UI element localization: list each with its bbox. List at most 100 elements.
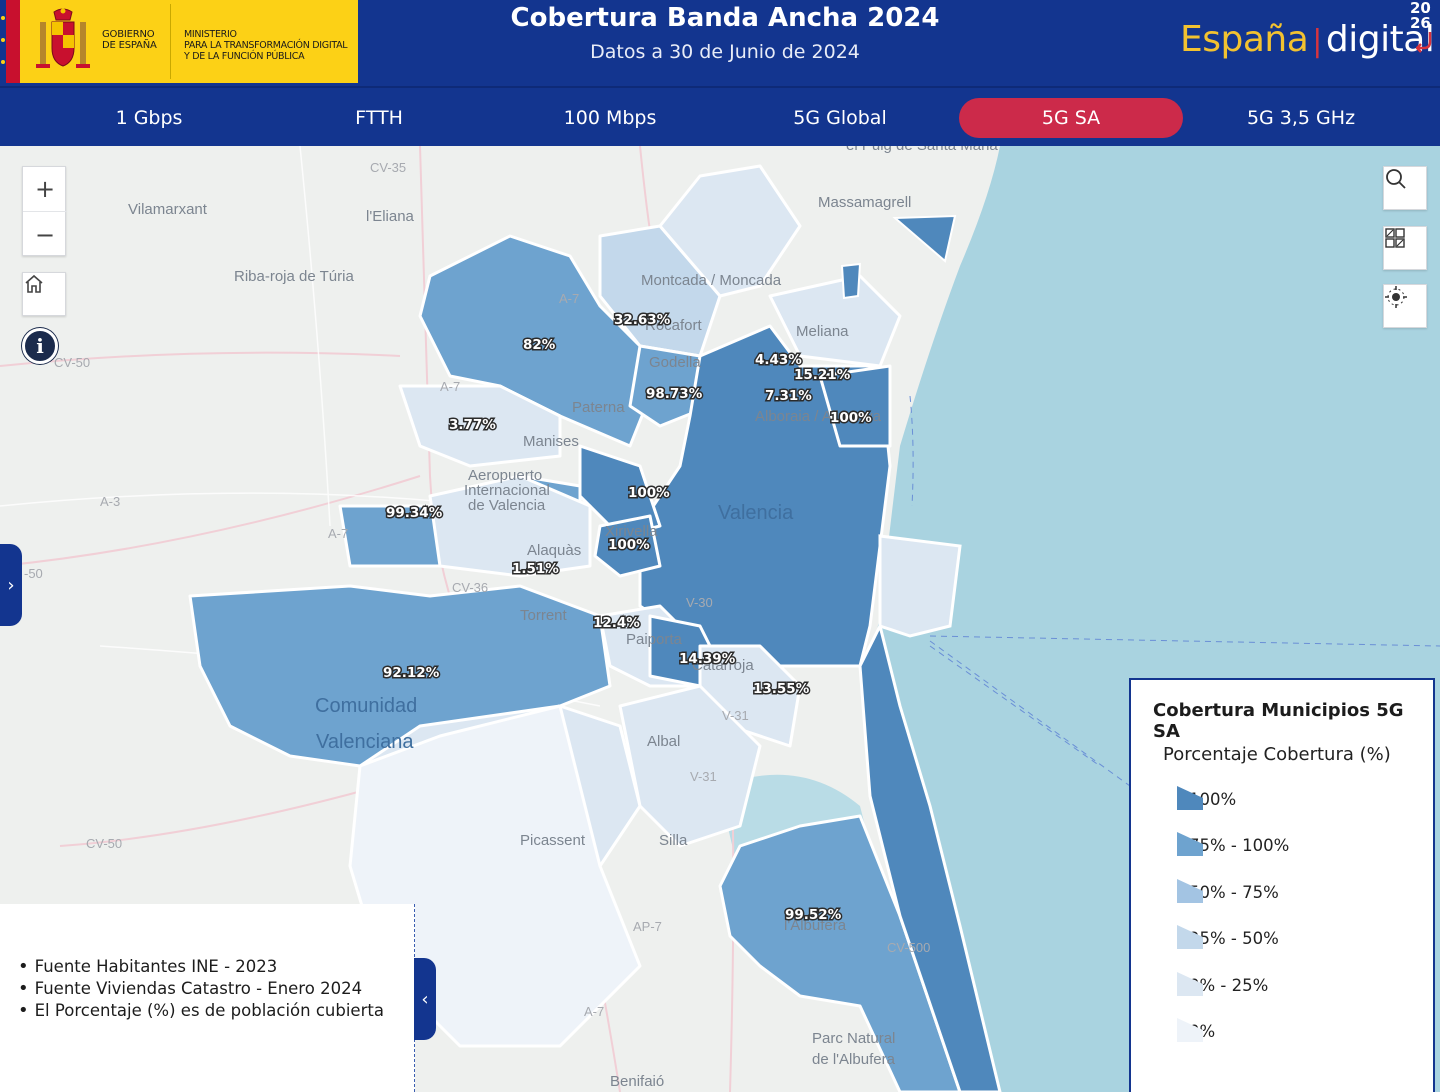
- basemap-gallery-button[interactable]: [1383, 226, 1427, 270]
- road-v30: V-30: [686, 595, 713, 610]
- legend-swatch: [1177, 925, 1203, 949]
- legend-swatch: [1177, 786, 1203, 810]
- muni-paterna: [418, 234, 652, 448]
- tab-ftth[interactable]: FTTH: [355, 107, 403, 129]
- home-button[interactable]: [22, 272, 66, 316]
- legend-item: 0%: [1175, 1016, 1215, 1046]
- coverage-label-quart: 100%: [628, 485, 670, 501]
- coverage-label-alboraia: 7.31%: [765, 388, 812, 404]
- place-comunidad-2: Valenciana: [316, 731, 414, 753]
- note-item: El Porcentaje (%) es de población cubier…: [18, 1000, 384, 1022]
- road-ap7: AP-7: [633, 919, 662, 934]
- legend-label: 25% - 50%: [1189, 928, 1279, 948]
- place-paterna: Paterna: [572, 399, 625, 416]
- legend-panel: Cobertura Municipios 5G SA Porcentaje Co…: [1129, 678, 1435, 1092]
- zoom-out-button[interactable]: −: [34, 220, 56, 249]
- search-icon: [1386, 169, 1406, 189]
- coverage-label-xirivella: 100%: [608, 537, 650, 553]
- brand-arrow-icon: [1416, 32, 1432, 53]
- tab-5g-sa[interactable]: 5G SA: [959, 98, 1183, 138]
- legend-title: Cobertura Municipios 5G SA: [1153, 700, 1404, 742]
- collapse-sources-button[interactable]: ‹: [414, 958, 436, 1040]
- legend-item: 50% - 75%: [1175, 877, 1279, 907]
- road-v31a: V-31: [722, 708, 749, 723]
- info-button[interactable]: i: [22, 328, 58, 364]
- road-cv35: CV-35: [370, 160, 406, 175]
- road-cv50c: CV-50: [86, 836, 122, 851]
- legend-item: 100%: [1175, 784, 1236, 814]
- page-title: Cobertura Banda Ancha 2024: [510, 3, 940, 33]
- locate-button[interactable]: [1383, 284, 1427, 328]
- tab-5g-global[interactable]: 5G Global: [793, 107, 887, 129]
- road-v31b: V-31: [690, 769, 717, 784]
- muni-alaquas: [428, 474, 592, 578]
- place-picassent: Picassent: [520, 832, 586, 849]
- legend-swatch: [1177, 1018, 1203, 1042]
- road-a7a: A-7: [559, 291, 579, 306]
- legend-label: 75% - 100%: [1189, 835, 1290, 855]
- place-benifaio: Benifaió: [610, 1073, 664, 1090]
- place-alboraia: Alboraia / Alboraya: [755, 408, 882, 425]
- note-item: Fuente Viviendas Catastro - Enero 2024: [18, 978, 384, 1000]
- sources-panel: Fuente Habitantes INE - 2023 Fuente Vivi…: [0, 904, 415, 1092]
- coverage-map[interactable]: Vilamarxant l'Eliana Riba-roja de Túria …: [0, 146, 1440, 1092]
- muni-massamagrell: [658, 164, 802, 298]
- page-subtitle: Datos a 30 de Junio de 2024: [590, 41, 860, 63]
- place-paiporta: Paiporta: [626, 631, 683, 648]
- coverage-label-foios: 15.21%: [794, 367, 851, 383]
- road-cv500: CV-500: [887, 940, 930, 955]
- note-item: Fuente Habitantes INE - 2023: [18, 956, 384, 978]
- road-a7d: A-7: [584, 1004, 604, 1019]
- coverage-label-torrent: 92.12%: [383, 665, 440, 681]
- legend-subtitle: Porcentaje Cobertura (%): [1163, 744, 1391, 765]
- place-torrent: Torrent: [520, 607, 568, 624]
- tab-5g-3-5ghz[interactable]: 5G 3,5 GHz: [1246, 107, 1356, 129]
- legend-label: 50% - 75%: [1189, 882, 1279, 902]
- place-parc-2: de l'Albufera: [812, 1051, 896, 1068]
- app-header: GOBIERNO DE ESPAÑA MINISTERIO PARA LA TR…: [0, 0, 1440, 88]
- legend-item: 25% - 50%: [1175, 923, 1279, 953]
- coverage-label-aldaia: 99.34%: [386, 505, 443, 521]
- place-puig: el Puig de Santa Maria: [846, 146, 998, 154]
- search-button[interactable]: [1383, 166, 1427, 210]
- muni-albufera: [718, 814, 962, 1092]
- coverage-label-manises: 3.77%: [449, 417, 496, 433]
- coverage-label-catarroja: 14.39%: [679, 651, 736, 667]
- muni-alboraia: [818, 364, 892, 448]
- coat-of-arms-icon: [36, 8, 90, 68]
- info-icon: i: [36, 334, 44, 358]
- legend-swatch: [1177, 879, 1203, 903]
- spain-flag-stripe: [6, 0, 20, 83]
- legend-item: 0% - 25%: [1175, 970, 1268, 1000]
- government-logo: GOBIERNO DE ESPAÑA MINISTERIO PARA LA TR…: [0, 0, 358, 83]
- place-godella: Godella: [649, 354, 701, 371]
- place-vilamarxant: Vilamarxant: [128, 201, 208, 218]
- expand-panel-button[interactable]: ›: [0, 544, 22, 626]
- place-alaquas: Alaquàs: [527, 542, 581, 559]
- place-meliana: Meliana: [796, 323, 849, 340]
- place-massamagrell: Massamagrell: [818, 194, 911, 211]
- coverage-label-moncada: 32.63%: [614, 312, 671, 328]
- locate-icon: [1385, 286, 1407, 308]
- place-ribaroja: Riba-roja de Túria: [234, 268, 354, 285]
- legend-label: 0% - 25%: [1189, 975, 1269, 995]
- muni-silla: [618, 684, 762, 848]
- tab-100mbps[interactable]: 100 Mbps: [563, 107, 657, 129]
- coverage-label-paterna: 82%: [523, 337, 556, 353]
- muni-manises: [398, 384, 562, 468]
- logo-divider: [170, 4, 171, 79]
- place-catarroja: Catarroja: [692, 657, 754, 674]
- road-a7c: A-7: [328, 526, 348, 541]
- place-manises: Manises: [523, 433, 579, 450]
- place-albufera-town: l'Albufera: [784, 917, 847, 934]
- qr-grid-icon: [1385, 228, 1405, 248]
- legend-swatch: [1177, 972, 1203, 996]
- tab-1gbps[interactable]: 1 Gbps: [115, 107, 183, 129]
- place-rocafort: Rocafort: [645, 317, 703, 334]
- coverage-label-paiporta: 12.4%: [593, 615, 640, 631]
- coverage-tabs: 1 Gbps FTTH 100 Mbps 5G Global 5G SA 5G …: [0, 88, 1440, 146]
- zoom-in-button[interactable]: +: [23, 167, 67, 212]
- place-silla: Silla: [659, 832, 688, 849]
- road-a3: A-3: [100, 494, 120, 509]
- eu-flag-stripe: [0, 0, 6, 83]
